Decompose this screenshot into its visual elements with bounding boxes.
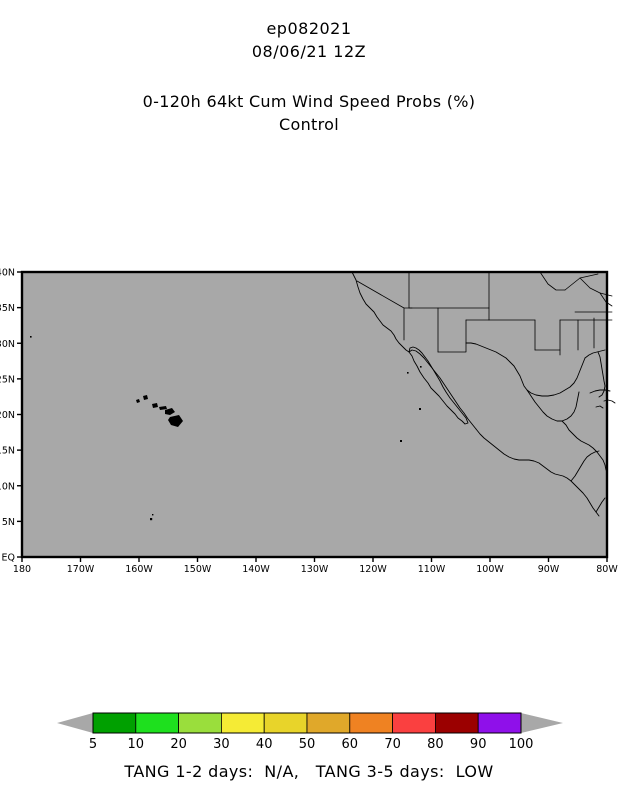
colorbar-segment [178, 712, 222, 734]
coastline-central-america [561, 420, 607, 471]
lat-tick-label: 30N [0, 339, 15, 350]
subtitle-block: 0-120h 64kt Cum Wind Speed Probs (%) Con… [0, 91, 618, 136]
title-block: ep082021 08/06/21 12Z [0, 18, 618, 64]
tang-3-5-label: TANG 3-5 days: [315, 762, 445, 781]
latitude-axis: EQ 5N 10N 15N 20N 25N 30N 35N 40N [0, 268, 22, 564]
lat-tick-label: 20N [0, 410, 15, 421]
lon-tick-label: 160W [125, 564, 153, 575]
colorbar-tick-label: 40 [256, 737, 273, 752]
lon-tick-label: 170W [67, 564, 95, 575]
colorbar-segment [392, 712, 436, 734]
coastline-baja-peninsula [408, 346, 469, 425]
lon-tick-label: 140W [242, 564, 270, 575]
tang-1-2-label: TANG 1-2 days: [124, 762, 254, 781]
colorbar-svg: 5 10 20 30 40 50 60 70 80 90 100 [57, 712, 563, 752]
lon-tick-label: 110W [418, 564, 446, 575]
lon-tick-label: 100W [476, 564, 504, 575]
colorbar-tick-label: 10 [128, 737, 145, 752]
colorbar-segment [434, 712, 479, 734]
colorbar-segment [220, 712, 265, 734]
colorbar-segment [263, 712, 308, 734]
map-background [22, 272, 607, 557]
colorbar-segment [349, 712, 393, 734]
offshore-islets [30, 336, 422, 521]
colorbar-segment [477, 712, 522, 734]
lat-tick-label: 10N [0, 481, 15, 492]
coastline-panama-south [595, 497, 606, 513]
lon-tick-label: 150W [184, 564, 212, 575]
lon-tick-label: 90W [538, 564, 560, 575]
hawaii-islands [136, 395, 183, 427]
map-panel: 180 170W 160W 150W 140W 130W 120W 110W 100W 90W 80… [0, 260, 618, 580]
coastline-california [351, 271, 410, 353]
colorbar-tick-label: 50 [299, 737, 316, 752]
lat-tick-label: 25N [0, 374, 15, 385]
colorbar-tick-label: 60 [342, 737, 359, 752]
colorbar-tick-label: 5 [89, 737, 97, 752]
coastline-gulf-coast-east [584, 349, 606, 359]
footer-block: TANG 1-2 days: N/A, TANG 3-5 days: LOW [0, 762, 618, 781]
colorbar-tick-label: 20 [170, 737, 187, 752]
colorbar-segments [92, 712, 522, 734]
colorbar-tick-label: 90 [470, 737, 487, 752]
longitude-axis: 180 170W 160W 150W 140W 130W 120W 110W 100W 90W 80… [13, 557, 618, 575]
colorbar-tick-label: 70 [384, 737, 401, 752]
lon-tick-label: 120W [359, 564, 387, 575]
colorbar-tick-label: 80 [427, 737, 444, 752]
lon-tick-label: 180 [13, 564, 31, 575]
coastline-gulf-of-california [408, 349, 477, 430]
map-svg: 180 170W 160W 150W 140W 130W 120W 110W 100W 90W 80… [0, 268, 618, 576]
colorbar-segment [92, 712, 137, 734]
colorbar-extend-high-arrow [521, 713, 563, 733]
lon-tick-label: 80W [596, 564, 618, 575]
state-borders [356, 271, 613, 356]
lat-tick-label: 35N [0, 303, 15, 314]
datetime-title: 08/06/21 12Z [251, 42, 367, 61]
product-title: 0-120h 64kt Cum Wind Speed Probs (%) [142, 92, 476, 111]
colorbar-tick-label: 30 [213, 737, 230, 752]
colorbar-segment [135, 712, 180, 734]
colorbar-extend-low-arrow [57, 713, 93, 733]
colorbar-outline [92, 712, 522, 734]
lat-tick-label: 40N [0, 268, 15, 279]
lat-tick-label: 15N [0, 446, 15, 457]
storm-id-title: ep082021 [266, 19, 352, 38]
colorbar-panel: 5 10 20 30 40 50 60 70 80 90 100 [0, 700, 618, 756]
colorbar-segment [306, 712, 351, 734]
coastline-florida [597, 351, 606, 398]
coastline-jamaica [595, 405, 604, 409]
colorbar-tick-labels: 5 10 20 30 40 50 60 70 80 90 100 [89, 737, 534, 752]
run-type-title: Control [279, 115, 339, 134]
lat-tick-label: EQ [2, 553, 15, 564]
lat-tick-label: 5N [2, 517, 15, 528]
tang-1-2-value: N/A, [264, 762, 300, 781]
lon-tick-label: 130W [301, 564, 329, 575]
coastline-yucatan [526, 389, 580, 422]
colorbar-tick-label: 100 [509, 737, 534, 752]
coastline-central-america-pacific [570, 450, 600, 482]
coastline-layer [30, 271, 616, 521]
tang-3-5-value: LOW [455, 762, 494, 781]
coastline-mexico-pacific [475, 428, 600, 517]
coastline-texas-gulf [465, 342, 586, 397]
